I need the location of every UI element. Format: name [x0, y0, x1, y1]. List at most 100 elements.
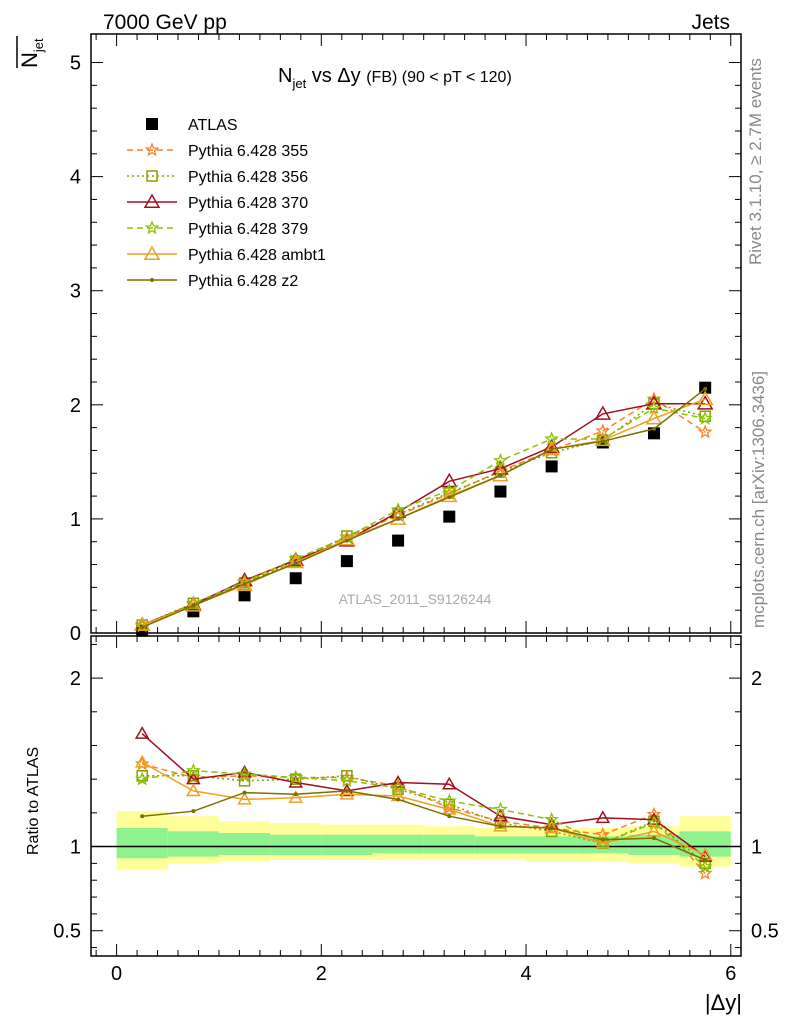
mcplots-label: mcplots.cern.ch [arXiv:1306.3436] [749, 371, 768, 628]
ratio-point [339, 783, 355, 797]
legend: ATLAS Pythia 6.428 355 Pythia 6.428 356 Pyt… [127, 117, 326, 290]
data-point [133, 616, 151, 632]
ratio-point [134, 771, 150, 786]
data-point [344, 538, 349, 543]
ratio-point [498, 824, 503, 829]
ratio-point [441, 776, 457, 790]
ratio-band-inner [167, 831, 219, 857]
ratio-y-tick-label-right: 1 [751, 837, 762, 859]
ratio-y-tick-label-right: 0.5 [751, 921, 779, 943]
ratio-point [441, 801, 457, 815]
y-tick-label: 3 [70, 281, 81, 303]
x-tick-label: 6 [725, 963, 736, 985]
ratio-band-inner [372, 834, 424, 854]
ratio-bands [116, 811, 731, 871]
data-point [492, 467, 509, 482]
data-point [396, 516, 401, 521]
series-line [141, 388, 706, 628]
ratio-point [344, 788, 349, 793]
ylabel-main: N [17, 52, 42, 68]
ratio-point [549, 826, 554, 830]
x-tick-label: 4 [520, 963, 531, 985]
data-point [443, 510, 456, 523]
legend-entry: Pythia 6.428 355 [127, 142, 308, 160]
header-right: Jets [691, 11, 730, 34]
legend-marker [143, 245, 161, 260]
ratio-band-inner [116, 828, 168, 859]
ratio-point [390, 775, 406, 788]
ratio-point [447, 814, 452, 819]
data-point [289, 572, 302, 585]
series-line [141, 402, 706, 626]
x-tick-label: 0 [111, 963, 122, 985]
legend-marker [146, 118, 158, 130]
data-point [340, 555, 353, 568]
data-point [696, 390, 714, 406]
series-ratio-pythia-6-428-356 [136, 770, 711, 870]
ratio-point [186, 762, 201, 778]
legend-entry: ATLAS [146, 117, 238, 134]
rivet-label: Rivet 3.1.10, ≥ 2.7M events [746, 58, 765, 265]
legend-marker [143, 193, 161, 208]
data-point [191, 603, 196, 608]
main-ylabel: Njet [16, 36, 46, 68]
ratio-band-inner [423, 834, 475, 854]
series-line [141, 407, 706, 627]
data-point [545, 460, 558, 473]
data-point [645, 409, 663, 425]
data-point [697, 424, 713, 439]
y-tick-label: 2 [70, 395, 81, 417]
ratio-band-inner [270, 834, 322, 855]
title-sub: jet [291, 76, 306, 91]
ratio-band-inner [321, 834, 373, 855]
ratio-band-inner [218, 833, 271, 855]
ratio-point [595, 835, 611, 849]
ratio-point [703, 858, 708, 862]
ratio-point [191, 809, 196, 814]
plot-title: Njet vs Δy (FB) (90 < pT < 120) [278, 65, 512, 91]
svg-text:Njet: Njet [17, 38, 46, 68]
ratio-frame [90, 635, 742, 957]
ratio-y-tick-label: 1 [70, 837, 81, 859]
ratio-line [141, 761, 706, 856]
data-point [288, 551, 304, 566]
legend-marker [144, 142, 160, 157]
data-point [697, 410, 713, 425]
data-point [447, 495, 452, 500]
data-point [440, 472, 458, 488]
ratio-point [697, 865, 713, 880]
ratio-point [697, 858, 713, 874]
ratio-y-tick-label: 2 [70, 668, 81, 690]
axes: 0 1 2 3 4 5 0.5 0.5 1 1 2 2 0 2 4 6 [53, 33, 779, 985]
ratio-band-inner [474, 836, 527, 854]
data-point [543, 438, 560, 454]
ratio-point [339, 772, 355, 788]
ratio-point [288, 790, 304, 803]
ratio-point [646, 823, 662, 837]
header-left: 7000 GeV pp [103, 11, 227, 34]
legend-entry: Pythia 6.428 370 [127, 193, 308, 212]
ratio-band-inner [628, 834, 680, 855]
legend-label: Pythia 6.428 z2 [188, 273, 298, 290]
ratio-line [142, 769, 706, 868]
series-main-pythia-6-428-z2 [140, 386, 708, 630]
data-point [392, 534, 405, 547]
data-point [594, 431, 612, 447]
data-point [293, 561, 298, 566]
title-main: N [278, 65, 292, 87]
data-point [492, 452, 508, 468]
x-axis-label: |Δy| [705, 990, 742, 1015]
data-point [651, 426, 656, 431]
legend-marker [144, 220, 160, 235]
ratio-y-tick-label-right: 2 [751, 668, 762, 690]
y-tick-label: 4 [70, 167, 81, 189]
ratio-point [136, 770, 148, 782]
ratio-point [186, 783, 201, 797]
ratio-point [600, 837, 605, 842]
data-point [441, 482, 457, 497]
ratio-point [238, 775, 251, 787]
data-point [696, 395, 714, 410]
legend-label: Pythia 6.428 356 [188, 169, 308, 186]
legend-label: Pythia 6.428 370 [188, 195, 308, 212]
